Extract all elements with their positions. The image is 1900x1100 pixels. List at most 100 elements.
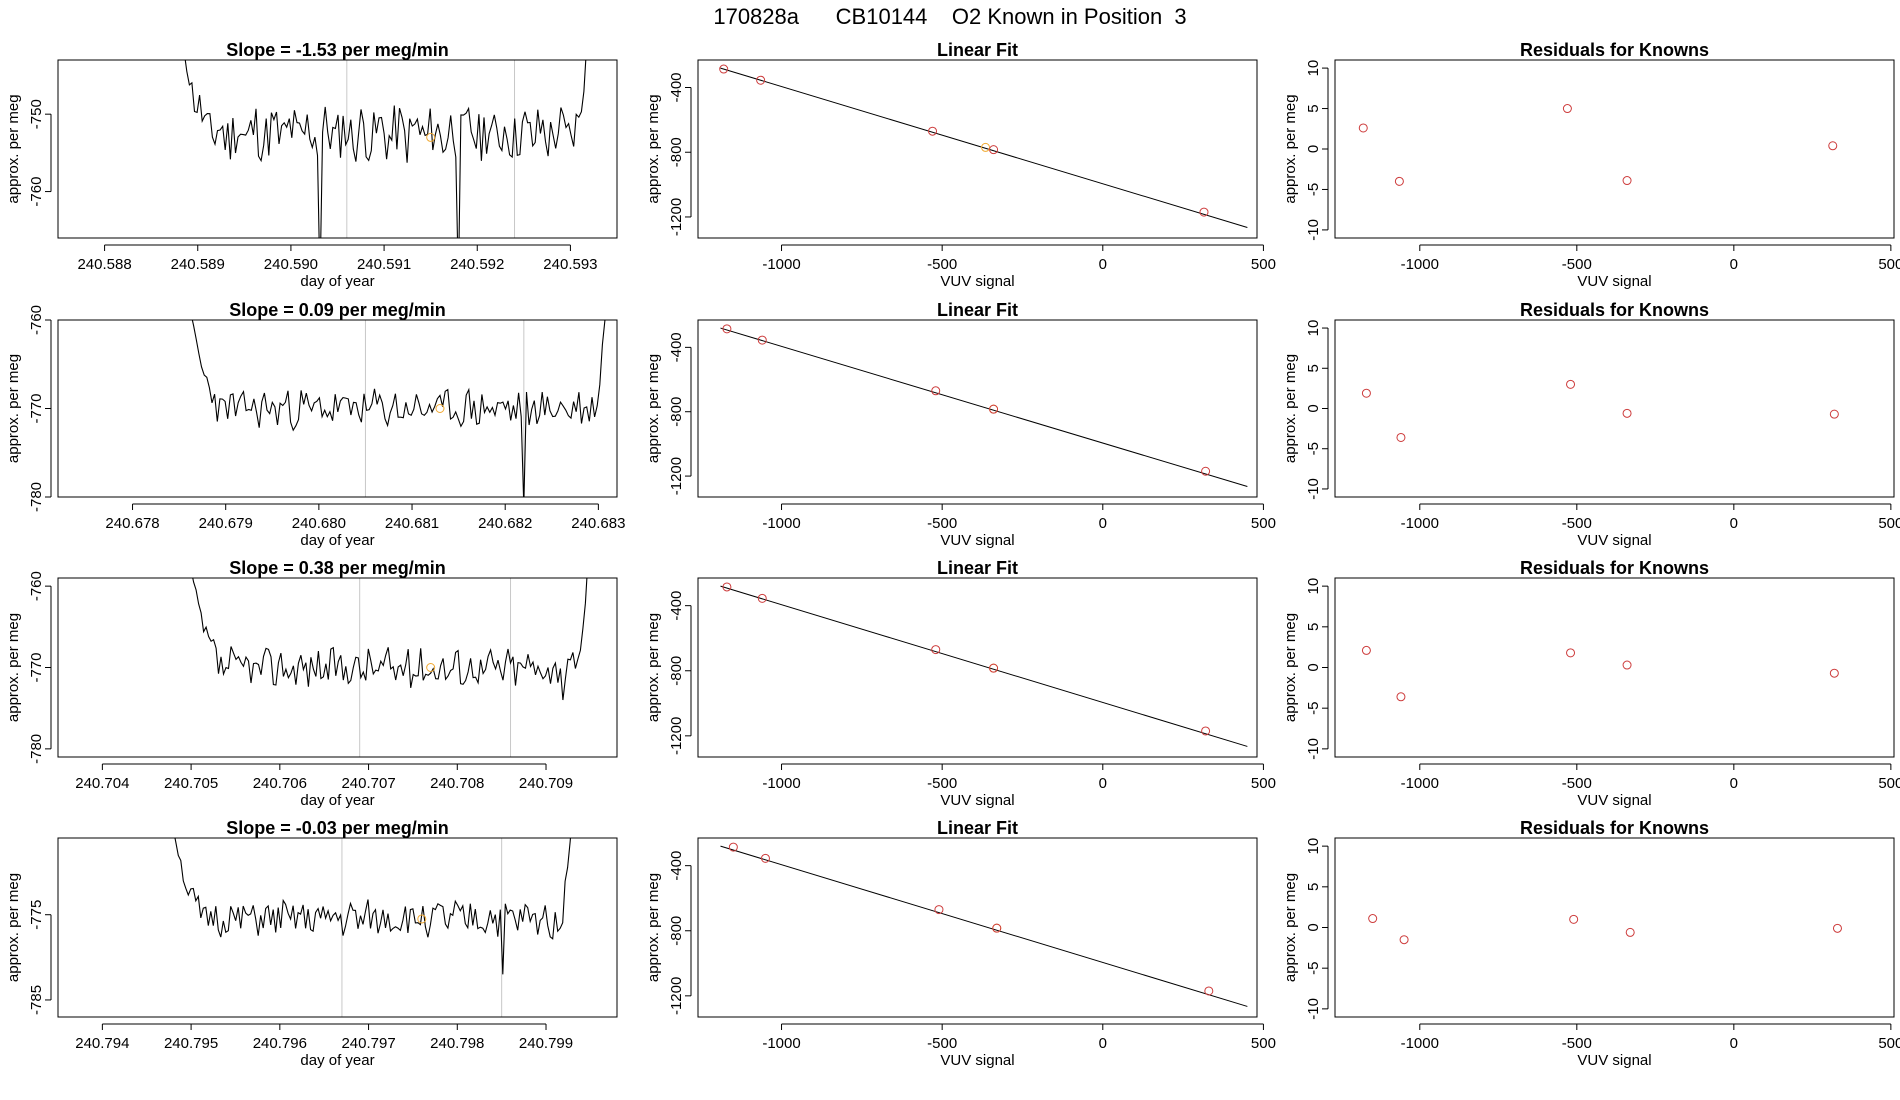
x-tick-label: 0 — [1730, 1035, 1738, 1052]
data-series-line — [174, 838, 572, 975]
chart-panel-r2-c0: Slope = 0.38 per meg/min 240.704 240.705 24… — [5, 558, 618, 809]
known-point — [989, 404, 999, 414]
x-tick-label: 500 — [1878, 1035, 1900, 1052]
known-point — [1566, 648, 1576, 658]
known-point — [931, 645, 941, 655]
y-tick-label: -10 — [1305, 998, 1322, 1020]
x-tick-label: 240.798 — [430, 1035, 484, 1052]
known-point — [1399, 935, 1409, 945]
chart-panel-r1-c1: Linear Fit -1000 -500 0 500 VUV signal -400 -80… — [645, 300, 1276, 549]
y-axis-label: approx. per meg — [5, 873, 22, 982]
x-tick-label: 0 — [1730, 256, 1738, 273]
known-point — [1562, 104, 1572, 114]
x-tick-label: 240.707 — [341, 775, 395, 792]
sample-point — [426, 663, 436, 672]
plot-frame — [1334, 577, 1895, 758]
x-tick-label: 500 — [1251, 256, 1276, 273]
x-tick-label: 240.590 — [264, 256, 318, 273]
known-point — [1358, 123, 1368, 133]
known-point — [1622, 660, 1632, 670]
y-tick-label: 10 — [1305, 838, 1322, 855]
chart-title: Slope = 0.09 per meg/min — [229, 300, 446, 320]
x-tick-label: 240.794 — [75, 1035, 129, 1052]
x-tick-label: 500 — [1251, 515, 1276, 532]
x-axis-label: VUV signal — [940, 1052, 1014, 1069]
known-point — [1829, 409, 1839, 419]
x-tick-label: 240.679 — [199, 515, 253, 532]
y-tick-label: -5 — [1305, 442, 1322, 455]
known-point — [1201, 726, 1211, 736]
x-tick-label: 240.589 — [171, 256, 225, 273]
y-tick-label: -800 — [668, 916, 685, 946]
y-tick-label: -760 — [28, 305, 45, 335]
y-tick-label: 10 — [1305, 578, 1322, 595]
y-tick-label: -10 — [1305, 738, 1322, 760]
y-tick-label: -5 — [1305, 962, 1322, 975]
y-tick-label: -10 — [1305, 478, 1322, 500]
known-point — [989, 663, 999, 673]
plot-frame — [697, 59, 1258, 239]
x-tick-label: 0 — [1099, 256, 1107, 273]
known-point — [1828, 141, 1838, 151]
y-tick-label: 10 — [1305, 320, 1322, 337]
x-tick-label: 240.678 — [105, 515, 159, 532]
x-tick-label: 240.681 — [385, 515, 439, 532]
y-axis-label: approx. per meg — [1282, 354, 1299, 463]
x-tick-label: 240.797 — [341, 1035, 395, 1052]
x-axis-label: VUV signal — [940, 273, 1014, 290]
y-axis-label: approx. per meg — [1282, 873, 1299, 982]
x-tick-label: 240.799 — [519, 1035, 573, 1052]
known-point — [992, 923, 1002, 933]
known-point — [1394, 176, 1404, 186]
x-axis-label: VUV signal — [940, 532, 1014, 549]
x-tick-label: 240.704 — [75, 775, 129, 792]
chart-panel-r3-c1: Linear Fit -1000 -500 0 500 VUV signal -400 -80… — [645, 818, 1276, 1069]
plot-frame — [57, 59, 618, 239]
y-tick-label: -750 — [28, 99, 45, 129]
x-tick-label: 0 — [1099, 515, 1107, 532]
chart-title: Linear Fit — [937, 558, 1018, 578]
known-point — [1569, 914, 1579, 924]
x-tick-label: -500 — [1562, 515, 1592, 532]
data-series-line — [192, 578, 588, 701]
known-point — [1361, 645, 1371, 655]
x-tick-label: -1000 — [1401, 256, 1439, 273]
known-point — [757, 593, 767, 603]
y-tick-label: -5 — [1305, 183, 1322, 196]
y-tick-label: -770 — [28, 393, 45, 423]
x-tick-label: 240.795 — [164, 1035, 218, 1052]
y-tick-label: -800 — [668, 656, 685, 686]
known-point — [1622, 408, 1632, 418]
x-axis-label: day of year — [300, 273, 374, 290]
known-point — [756, 75, 766, 85]
chart-panel-r3-c2: Residuals for Knowns -1000 -500 0 500 VUV sig… — [1282, 818, 1900, 1069]
y-tick-label: 0 — [1305, 923, 1322, 931]
plot-frame — [57, 319, 618, 498]
chart-panel-r0-c0: Slope = -1.53 per meg/min 240.588 240.589 2… — [5, 40, 618, 290]
known-point — [760, 853, 770, 863]
y-axis-label: approx. per meg — [1282, 94, 1299, 203]
y-tick-label: 10 — [1305, 60, 1322, 77]
x-axis-label: VUV signal — [1577, 532, 1651, 549]
sample-point — [435, 404, 445, 413]
x-tick-label: 240.683 — [571, 515, 625, 532]
y-tick-label: -10 — [1305, 219, 1322, 241]
y-tick-label: 5 — [1305, 104, 1322, 112]
x-tick-label: 0 — [1099, 775, 1107, 792]
x-tick-label: 240.706 — [253, 775, 307, 792]
y-tick-label: -760 — [28, 571, 45, 601]
y-tick-label: 5 — [1305, 883, 1322, 891]
y-tick-label: 0 — [1305, 145, 1322, 153]
x-tick-label: -500 — [1562, 1035, 1592, 1052]
plot-frame — [1334, 837, 1895, 1018]
x-tick-label: 500 — [1878, 515, 1900, 532]
chart-title: Slope = -0.03 per meg/min — [226, 818, 449, 838]
y-axis-label: approx. per meg — [645, 873, 662, 982]
x-tick-label: -1000 — [1401, 775, 1439, 792]
x-tick-label: 0 — [1099, 1035, 1107, 1052]
x-axis-label: VUV signal — [1577, 792, 1651, 809]
x-axis-label: VUV signal — [1577, 1052, 1651, 1069]
known-point — [1368, 914, 1378, 924]
chart-panel-r0-c1: Linear Fit -1000 -500 0 500 VUV signal -400 -80… — [645, 40, 1276, 290]
x-tick-label: -500 — [1562, 775, 1592, 792]
